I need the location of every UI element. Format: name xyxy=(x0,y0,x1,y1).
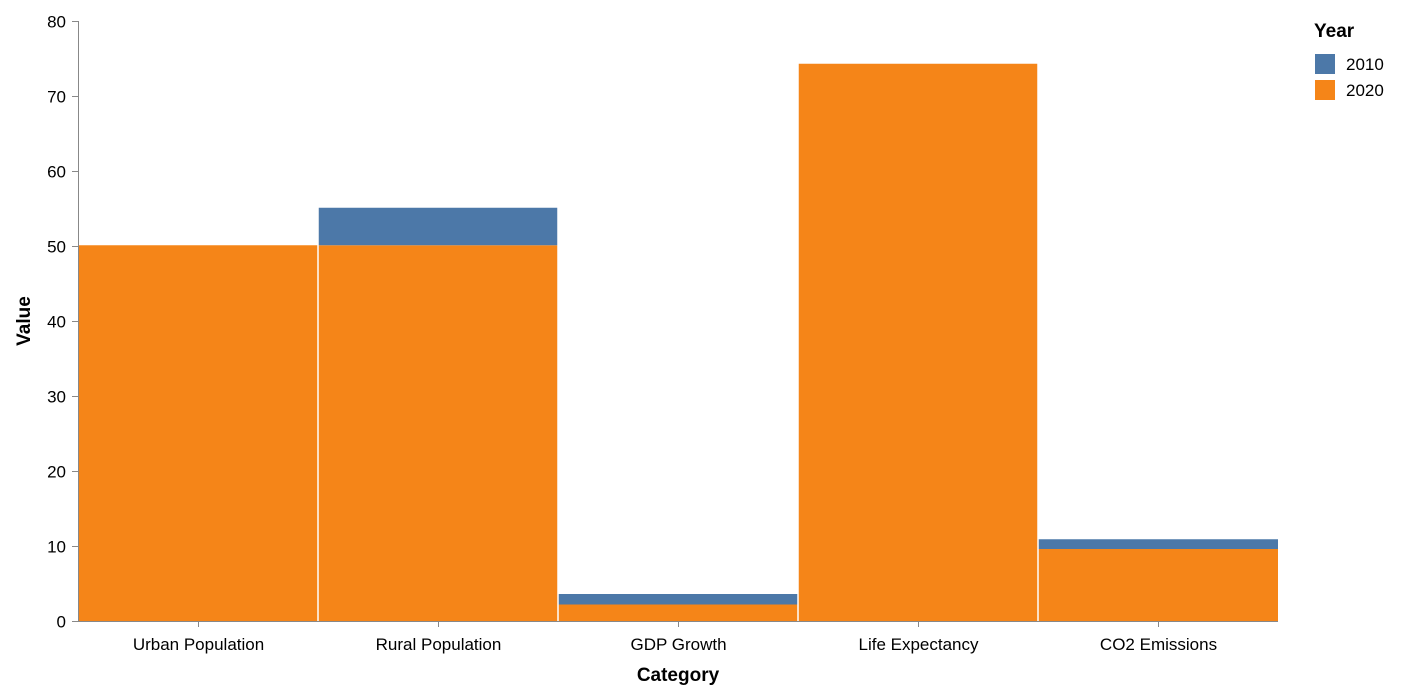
y-tick-label-50: 50 xyxy=(47,238,66,257)
y-tick-label-60: 60 xyxy=(47,163,66,182)
y-tick-label-0: 0 xyxy=(57,613,66,632)
x-tick-label-urban-population: Urban Population xyxy=(133,635,264,654)
y-tick-label-10: 10 xyxy=(47,538,66,557)
x-axis: Urban Population Rural Population GDP Grow… xyxy=(78,621,1278,686)
legend-items: 2010 2020 xyxy=(1315,54,1384,100)
legend-title: Year xyxy=(1314,21,1355,42)
legend-swatch-2010 xyxy=(1315,54,1335,74)
bar-co2-emissions-2020 xyxy=(1038,549,1278,621)
y-tick-label-70: 70 xyxy=(47,88,66,107)
y-axis: 0 10 20 30 40 50 60 70 80 Value xyxy=(14,13,79,632)
x-axis-title: Category xyxy=(637,665,720,686)
bar-life-expectancy-2020 xyxy=(798,63,1038,621)
x-ticks: Urban Population Rural Population GDP Grow… xyxy=(133,621,1217,654)
y-ticks: 0 10 20 30 40 50 60 70 80 xyxy=(47,13,78,632)
legend: Year 2010 2020 xyxy=(1314,21,1384,100)
bar-gdp-growth-2020 xyxy=(558,604,798,621)
bar-rural-population-2020 xyxy=(318,245,558,621)
y-tick-label-40: 40 xyxy=(47,313,66,332)
legend-label-2020: 2020 xyxy=(1346,81,1384,100)
y-tick-label-20: 20 xyxy=(47,463,66,482)
bar-gdp-growth-2010 xyxy=(558,594,798,605)
legend-swatch-2020 xyxy=(1315,80,1335,100)
y-tick-label-30: 30 xyxy=(47,388,66,407)
legend-label-2010: 2010 xyxy=(1346,55,1384,74)
bar-co2-emissions-2010 xyxy=(1038,539,1278,549)
bars-layer xyxy=(78,63,1278,621)
x-tick-label-co2-emissions: CO2 Emissions xyxy=(1100,635,1217,654)
bar-rural-population-2010 xyxy=(318,207,558,246)
x-tick-label-life-expectancy: Life Expectancy xyxy=(858,635,979,654)
y-tick-label-80: 80 xyxy=(47,13,66,32)
x-tick-label-gdp-growth: GDP Growth xyxy=(630,635,726,654)
y-axis-title: Value xyxy=(14,296,35,346)
bar-urban-population-2020 xyxy=(78,245,318,621)
x-tick-label-rural-population: Rural Population xyxy=(376,635,502,654)
